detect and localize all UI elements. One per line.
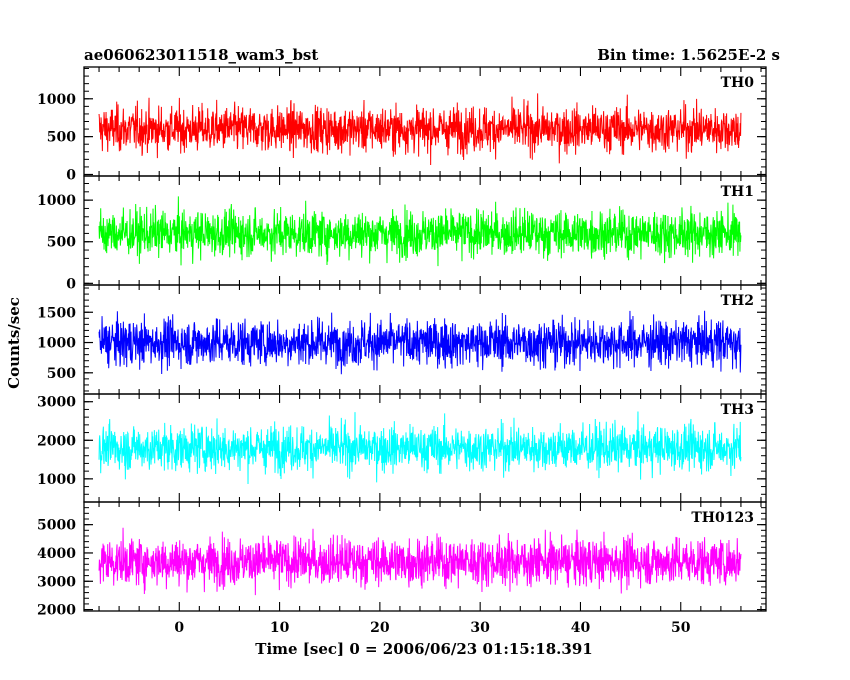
panel-label: TH0 (721, 75, 755, 91)
y-tick-label: 500 (47, 130, 76, 146)
x-tick-label: 50 (671, 620, 691, 636)
y-tick-label: 5000 (37, 518, 76, 534)
x-tick-label: 10 (270, 620, 290, 636)
y-tick-label: 2000 (37, 603, 76, 619)
panel-th0: 0 500 1000 TH0 (37, 66, 767, 183)
x-tick-label: 40 (571, 620, 591, 636)
series-line-th2 (98, 310, 742, 375)
y-tick-label: 1000 (37, 336, 76, 352)
y-tick-label: 1500 (37, 305, 76, 321)
y-axis-label: Counts/sec (5, 297, 23, 389)
panel-label: TH1 (721, 184, 754, 200)
x-tick-label: 30 (470, 620, 490, 636)
y-tick-label: 1000 (37, 92, 76, 108)
panel-frame (83, 501, 767, 612)
y-tick-label: 500 (47, 366, 76, 382)
panel-label: TH2 (721, 293, 754, 309)
series-line-th0123 (98, 527, 742, 596)
y-tick-label: 1000 (37, 193, 76, 209)
y-tick-label: 4000 (37, 546, 76, 562)
series-line-th3 (98, 411, 742, 485)
y-tick-label: 3000 (37, 395, 76, 411)
series-line-th1 (98, 196, 742, 267)
y-tick-label: 500 (47, 235, 76, 251)
y-tick-label: 3000 (37, 574, 76, 590)
bin-time-label: Bin time: 1.5625E-2 s (597, 46, 780, 64)
chart-title: ae060623011518_wam3_bst (84, 46, 318, 64)
y-tick-label: 0 (66, 167, 76, 183)
panels-group: 05001000TH005001000TH150010001500TH21000… (37, 66, 767, 636)
y-tick-label: 0 (66, 276, 76, 292)
panel-th1: 0 500 1000 TH1 (37, 175, 767, 292)
x-tick-label: 0 (174, 620, 184, 636)
panel-th3: 1000 2000 3000 TH3 (37, 393, 767, 503)
x-axis-label: Time [sec] 0 = 2006/06/23 01:15:18.391 (255, 640, 592, 658)
panel-th0123: 2000 3000 4000 5000 TH0123 (37, 501, 767, 619)
x-tick-label: 20 (370, 620, 390, 636)
series-line-th0 (98, 93, 742, 165)
panel-label: TH0123 (691, 510, 754, 526)
panel-label: TH3 (721, 402, 754, 418)
y-tick-label: 2000 (37, 433, 76, 449)
panel-th2: 500 1000 1500 TH2 (37, 284, 767, 395)
y-tick-label: 1000 (37, 472, 76, 488)
